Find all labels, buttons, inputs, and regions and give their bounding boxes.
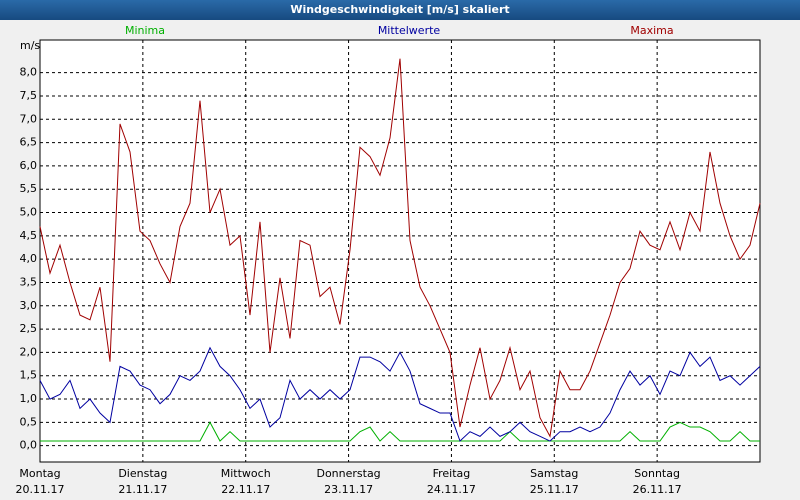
- y-tick-label: 7,0: [20, 112, 38, 125]
- title-bar: Windgeschwindigkeit [m/s] skaliert: [0, 0, 800, 20]
- line-series: [39, 58, 761, 438]
- y-tick-label: 2,5: [20, 322, 38, 335]
- x-tick-date: 20.11.17: [16, 483, 65, 496]
- legend-label: Maxima: [630, 24, 673, 37]
- x-tick-date: 26.11.17: [633, 483, 682, 496]
- x-tick-label: Montag: [19, 467, 60, 480]
- x-tick-date: 24.11.17: [427, 483, 476, 496]
- y-tick-label: 6,0: [20, 159, 38, 172]
- legend-label: Mittelwerte: [378, 24, 441, 37]
- x-tick-date: 25.11.17: [530, 483, 579, 496]
- y-axis-label: m/s: [20, 39, 40, 52]
- y-tick-label: 4,0: [20, 252, 38, 265]
- y-tick-label: 0,5: [20, 415, 38, 428]
- x-tick-label: Freitag: [433, 467, 471, 480]
- x-tick-label: Donnerstag: [316, 467, 380, 480]
- x-tick-date: 23.11.17: [324, 483, 373, 496]
- y-tick-label: 4,5: [20, 229, 38, 242]
- y-tick-label: 1,5: [20, 369, 38, 382]
- x-tick-date: 21.11.17: [118, 483, 167, 496]
- y-tick-label: 2,0: [20, 345, 38, 358]
- x-tick-label: Dienstag: [118, 467, 167, 480]
- y-tick-label: 7,5: [20, 89, 38, 102]
- line-series: [40, 421, 760, 442]
- x-tick-label: Mittwoch: [221, 467, 271, 480]
- y-tick-label: 6,5: [20, 136, 38, 149]
- y-tick-label: 8,0: [20, 66, 38, 79]
- y-tick-label: 5,5: [20, 182, 38, 195]
- y-tick-label: 1,0: [20, 392, 38, 405]
- plot-area: [39, 39, 761, 463]
- line-series: [39, 346, 761, 442]
- legend-label: Minima: [125, 24, 165, 37]
- x-tick-label: Sonntag: [634, 467, 680, 480]
- x-tick-date: 22.11.17: [221, 483, 270, 496]
- y-tick-label: 5,0: [20, 206, 38, 219]
- y-tick-label: 0,0: [20, 439, 38, 452]
- y-tick-label: 3,5: [20, 275, 38, 288]
- x-tick-label: Samstag: [530, 467, 578, 480]
- y-tick-label: 3,0: [20, 299, 38, 312]
